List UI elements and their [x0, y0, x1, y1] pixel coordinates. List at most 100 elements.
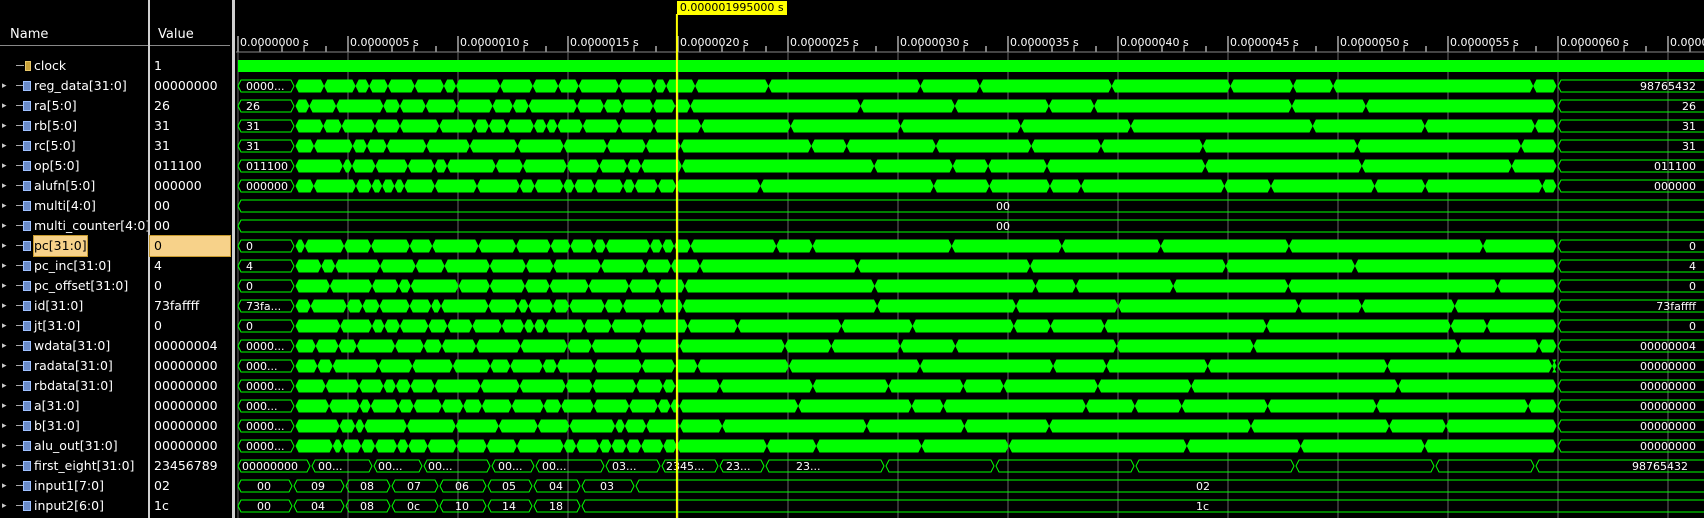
waveform-pane[interactable]: 0.0000000 s 0.0000005 s 0.0000010 s 0.00000…	[236, 0, 1704, 518]
signal-row[interactable]: ▸ rc[5:0]	[0, 136, 148, 156]
signal-value[interactable]: 0	[154, 318, 162, 333]
expand-arrow-icon[interactable]: ▸	[2, 321, 7, 331]
bus-segment	[304, 239, 345, 253]
expand-arrow-icon[interactable]: ▸	[2, 121, 7, 131]
signal-value[interactable]: 00000000	[154, 418, 218, 433]
signal-value[interactable]: 02	[154, 478, 170, 493]
signal-value[interactable]: 00000000	[154, 78, 218, 93]
expand-arrow-icon[interactable]: ▸	[2, 141, 7, 151]
signal-name[interactable]: input2[6:0]	[34, 498, 104, 513]
signal-row[interactable]: ▸ pc_inc[31:0]	[0, 256, 148, 276]
signal-row[interactable]: ▸ pc[31:0]	[0, 235, 148, 257]
expand-arrow-icon[interactable]: ▸	[2, 361, 7, 371]
signal-row[interactable]: ▸ a[31:0]	[0, 396, 148, 416]
signal-name[interactable]: radata[31:0]	[34, 358, 113, 373]
expand-arrow-icon[interactable]: ▸	[2, 341, 7, 351]
expand-arrow-icon[interactable]: ▸	[2, 381, 7, 391]
signal-row[interactable]: ▸ rbdata[31:0]	[0, 376, 148, 396]
signal-value[interactable]: 4	[154, 258, 162, 273]
signal-value[interactable]: 1	[154, 58, 162, 73]
signal-name[interactable]: jt[31:0]	[34, 318, 81, 333]
expand-arrow-icon[interactable]: ▸	[2, 241, 7, 251]
signal-value[interactable]: 00000000	[154, 378, 218, 393]
signal-row[interactable]: ▸ multi_counter[4:0]	[0, 216, 151, 236]
signal-name[interactable]: clock	[34, 58, 67, 73]
expand-arrow-icon[interactable]: ▸	[2, 281, 7, 291]
signal-value[interactable]: 00	[154, 218, 170, 233]
bus-segment	[237, 339, 295, 353]
signal-name[interactable]: multi[4:0]	[34, 198, 96, 213]
signal-row[interactable]: ▸ b[31:0]	[0, 416, 148, 436]
signal-name[interactable]: rbdata[31:0]	[34, 378, 114, 393]
signal-row[interactable]: ▸ reg_data[31:0]	[0, 76, 148, 96]
expand-arrow-icon[interactable]: ▸	[2, 81, 7, 91]
signal-name[interactable]: alufn[5:0]	[34, 178, 96, 193]
signal-name[interactable]: wdata[31:0]	[34, 338, 111, 353]
expand-arrow-icon[interactable]: ▸	[2, 181, 7, 191]
signal-value[interactable]: 1c	[154, 498, 169, 513]
signal-row[interactable]: ▸ ra[5:0]	[0, 96, 148, 116]
signal-row[interactable]: ▸ radata[31:0]	[0, 356, 148, 376]
signal-row[interactable]: ▸ id[31:0]	[0, 296, 148, 316]
signal-value[interactable]: 73faffff	[154, 298, 200, 313]
signal-name[interactable]: input1[7:0]	[34, 478, 104, 493]
signal-value[interactable]: 00000000	[154, 398, 218, 413]
signal-row[interactable]: ▸ wdata[31:0]	[0, 336, 148, 356]
signal-name[interactable]: rc[5:0]	[34, 138, 76, 153]
expand-arrow-icon[interactable]: ▸	[2, 261, 7, 271]
signal-row[interactable]: ▸ input1[7:0]	[0, 476, 148, 496]
signal-name[interactable]: first_eight[31:0]	[34, 458, 135, 473]
column-divider[interactable]	[148, 0, 150, 518]
name-column-header[interactable]: Name	[0, 24, 148, 46]
signal-name[interactable]: pc[31:0]	[33, 235, 88, 257]
signal-row[interactable]: ▸ multi[4:0]	[0, 196, 148, 216]
signal-row[interactable]: ▸ alufn[5:0]	[0, 176, 148, 196]
waveform-divider[interactable]	[232, 0, 235, 518]
signal-row[interactable]: ▸ alu_out[31:0]	[0, 436, 148, 456]
expand-arrow-icon[interactable]: ▸	[2, 101, 7, 111]
signal-value[interactable]: 00000004	[154, 338, 218, 353]
expand-arrow-icon[interactable]: ▸	[2, 501, 7, 511]
signal-name[interactable]: pc_offset[31:0]	[34, 278, 129, 293]
expand-arrow-icon[interactable]: ▸	[2, 301, 7, 311]
signal-value[interactable]: 000000	[154, 178, 202, 193]
signal-name[interactable]: ra[5:0]	[34, 98, 77, 113]
signal-value[interactable]: 23456789	[154, 458, 218, 473]
signal-name[interactable]: a[31:0]	[34, 398, 80, 413]
expand-arrow-icon[interactable]: ▸	[2, 421, 7, 431]
signal-row[interactable]: ▸ rb[5:0]	[0, 116, 148, 136]
waveform-canvas[interactable]: 0.0000000 s 0.0000005 s 0.0000010 s 0.00000…	[236, 0, 1704, 518]
signal-row[interactable]: ▸ jt[31:0]	[0, 316, 148, 336]
signal-row[interactable]: ▸ pc_offset[31:0]	[0, 276, 148, 296]
signal-value[interactable]: 26	[154, 98, 170, 113]
signal-value[interactable]: 31	[154, 118, 170, 133]
signal-row[interactable]: ▸ first_eight[31:0]	[0, 456, 148, 476]
signal-row[interactable]: clock	[0, 56, 148, 76]
signal-name[interactable]: reg_data[31:0]	[34, 78, 127, 93]
signal-name[interactable]: op[5:0]	[34, 158, 80, 173]
signal-value[interactable]: 0	[154, 278, 162, 293]
signal-name[interactable]: multi_counter[4:0]	[34, 218, 151, 233]
signal-name[interactable]: alu_out[31:0]	[34, 438, 118, 453]
expand-arrow-icon[interactable]: ▸	[2, 161, 7, 171]
signal-value[interactable]: 31	[154, 138, 170, 153]
signal-name[interactable]: id[31:0]	[34, 298, 84, 313]
expand-arrow-icon[interactable]: ▸	[2, 201, 7, 211]
signal-row[interactable]: ▸ input2[6:0]	[0, 496, 148, 516]
cursor-time-label[interactable]: 0.000001995000 s	[676, 1, 787, 15]
signal-name[interactable]: pc_inc[31:0]	[34, 258, 112, 273]
signal-row[interactable]: ▸ op[5:0]	[0, 156, 148, 176]
expand-arrow-icon[interactable]: ▸	[2, 461, 7, 471]
signal-name[interactable]: b[31:0]	[34, 418, 80, 433]
signal-value[interactable]: 0	[149, 235, 231, 257]
expand-arrow-icon[interactable]: ▸	[2, 481, 7, 491]
signal-value[interactable]: 00000000	[154, 358, 218, 373]
expand-arrow-icon[interactable]: ▸	[2, 441, 7, 451]
signal-value[interactable]: 011100	[154, 158, 202, 173]
signal-value[interactable]: 00000000	[154, 438, 218, 453]
value-column-header[interactable]: Value	[150, 24, 230, 46]
signal-value[interactable]: 00	[154, 198, 170, 213]
expand-arrow-icon[interactable]: ▸	[2, 401, 7, 411]
signal-name[interactable]: rb[5:0]	[34, 118, 77, 133]
expand-arrow-icon[interactable]: ▸	[2, 221, 7, 231]
